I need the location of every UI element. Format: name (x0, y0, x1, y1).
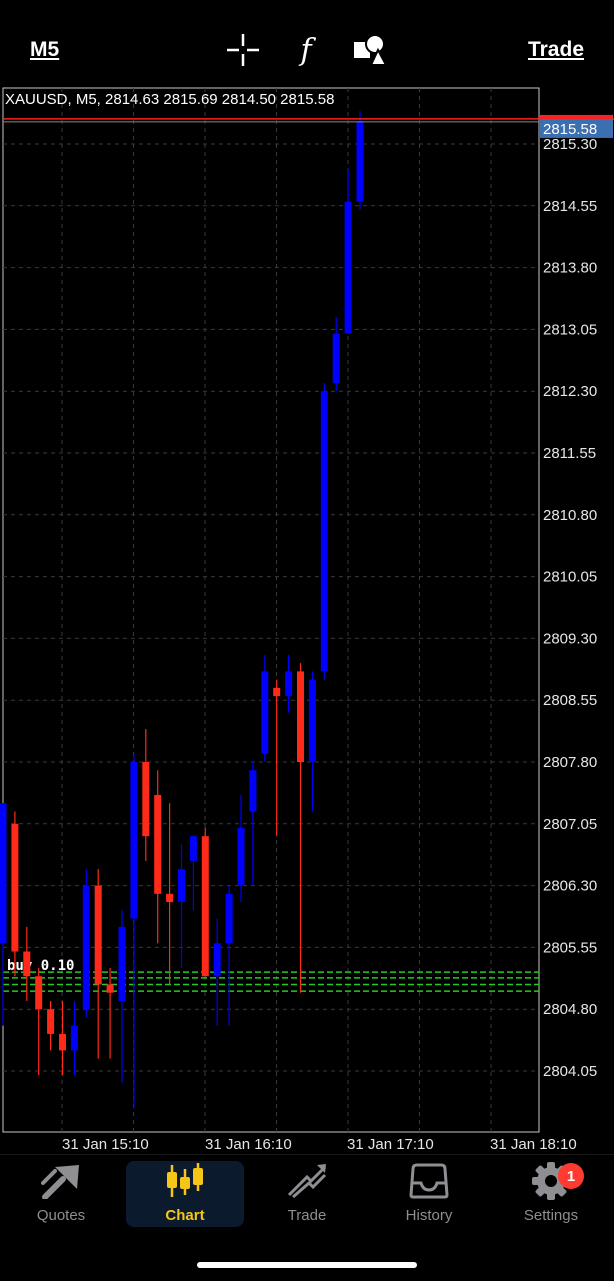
price-axis-label: 2812.30 (543, 383, 597, 400)
tab-quotes[interactable]: Quotes (2, 1161, 120, 1227)
time-axis-label: 31 Jan 18:10 (490, 1136, 577, 1153)
home-indicator (197, 1262, 417, 1268)
candle-body (189, 836, 197, 861)
price-axis-label: 2810.80 (543, 507, 597, 524)
price-axis-label: 2808.55 (543, 692, 597, 709)
candle-body (130, 762, 138, 919)
settings-badge: 1 (558, 1163, 584, 1189)
trade-button[interactable]: Trade (527, 38, 584, 61)
candle-body (59, 1033, 66, 1051)
candle-body (249, 770, 257, 812)
candle-body (11, 823, 19, 952)
candle-body (320, 391, 328, 672)
tab-chart[interactable]: Chart (126, 1161, 244, 1227)
tab-settings-label: Settings (523, 1207, 579, 1224)
candle-body (332, 333, 340, 383)
price-axis-label: 2804.05 (543, 1063, 597, 1080)
price-axis-label: 2806.30 (543, 878, 597, 895)
timeframe-button[interactable]: M5 (30, 38, 60, 61)
price-axis-label: 2810.05 (543, 569, 597, 586)
candle-body (94, 885, 102, 985)
chart-area[interactable]: 2815.30 2814.55 2813.80 2813.05 2812.30 2811.… (0, 86, 614, 1154)
price-axis-label: 2809.30 (543, 630, 597, 647)
current-price-box (540, 118, 613, 138)
candle-body (213, 943, 221, 977)
time-axis-label: 31 Jan 17:10 (347, 1136, 434, 1153)
candle-body (225, 893, 233, 944)
price-axis-label: 2813.80 (543, 260, 597, 277)
candle-body (356, 120, 364, 202)
candle-body (118, 926, 126, 1001)
price-axis-label: 2813.05 (543, 321, 597, 338)
candle-body (308, 679, 316, 762)
trade-label: buy 0.10 (7, 958, 74, 974)
chart-icon (163, 1161, 207, 1201)
bottom-navigation: Quotes Chart Trade (0, 1154, 614, 1281)
price-axis-label: 2805.55 (543, 939, 597, 956)
candle-body (154, 794, 162, 894)
candle-body (47, 1009, 55, 1034)
price-axis-label: 2807.80 (543, 754, 597, 771)
tab-history-label: History (405, 1207, 453, 1224)
candle-body (142, 762, 150, 837)
candle-body (166, 893, 174, 903)
candle-body (106, 984, 114, 993)
tab-settings[interactable]: 1 Settings (492, 1161, 610, 1227)
tab-chart-label: Chart (165, 1207, 205, 1224)
candle-body (273, 687, 281, 697)
candle-body (201, 836, 209, 977)
current-price-label: 2815.58 (543, 121, 597, 138)
chart-info-line: XAUUSD, M5, 2814.63 2815.69 2814.50 2815… (5, 91, 335, 108)
candle-body (82, 885, 90, 1010)
price-chart[interactable]: 2815.30 2814.55 2813.80 2813.05 2812.30 2811.… (0, 86, 614, 1154)
time-axis-label: 31 Jan 16:10 (205, 1136, 292, 1153)
candle-body (297, 671, 304, 762)
objects-icon[interactable] (352, 32, 388, 68)
tab-trade-label: Trade (287, 1207, 327, 1224)
candle-body (23, 951, 31, 977)
candle-body (261, 671, 269, 754)
trade-icon (285, 1161, 329, 1201)
candle-body (70, 1025, 78, 1051)
tab-history[interactable]: History (370, 1161, 488, 1227)
price-axis-label: 2807.05 (543, 816, 597, 833)
history-icon (407, 1161, 451, 1201)
time-axis-label: 31 Jan 15:10 (62, 1136, 149, 1153)
price-axis-label: 2815.30 (543, 136, 597, 153)
price-axis-label: 2804.80 (543, 1001, 597, 1018)
crosshair-icon[interactable] (225, 32, 261, 68)
candle-body (344, 201, 352, 334)
quotes-icon (39, 1161, 83, 1201)
tab-quotes-label: Quotes (36, 1207, 86, 1224)
price-box-top (540, 114, 613, 119)
price-axis-label: 2814.55 (543, 198, 597, 215)
price-axis-label: 2811.55 (543, 445, 596, 462)
top-toolbar: M5 f Trade (0, 0, 614, 88)
candle-body (0, 803, 7, 944)
candle-body (285, 671, 293, 697)
function-icon[interactable]: f (300, 32, 312, 68)
chart-frame (2, 87, 540, 1133)
candle-body (35, 976, 43, 1010)
candle-body (237, 827, 245, 886)
candle-body (178, 869, 185, 903)
tab-trade[interactable]: Trade (248, 1161, 366, 1227)
